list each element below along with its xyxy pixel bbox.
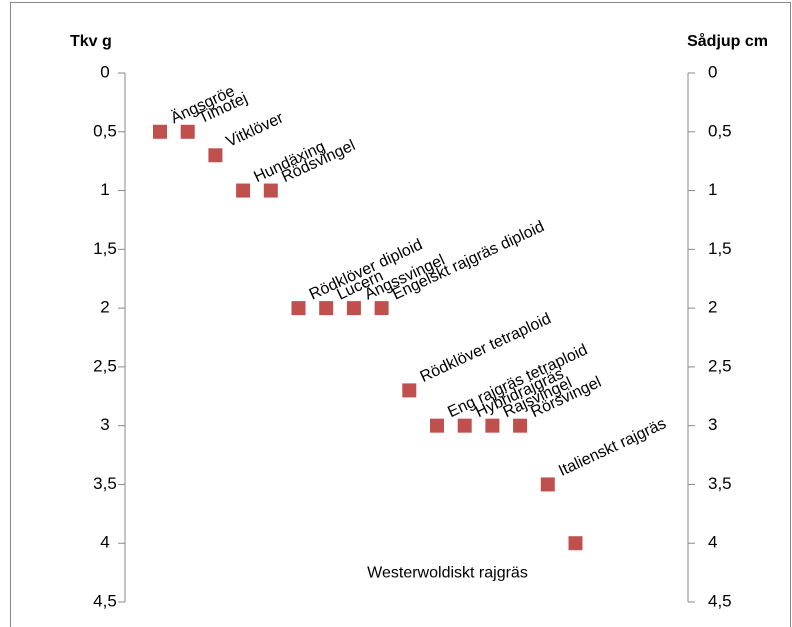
marker [540,477,555,492]
marker [513,418,528,433]
y2-tick-label: 0,5 [708,121,732,140]
y-tick-label: 4,5 [93,591,117,610]
y-tick-label: 2 [100,298,109,317]
marker [374,301,389,316]
marker [153,124,167,139]
chart-border [10,2,791,627]
marker [430,418,444,433]
y2-axis-title: Sådjup cm [687,32,768,50]
y-axis-title: Tkv g [70,33,112,50]
y2-tick-label: 1 [708,180,717,199]
marker [291,301,306,316]
y2-tick-label: 0 [708,62,717,81]
marker [346,301,361,316]
y2-tick-label: 2 [708,298,717,317]
y2-tick-label: 3 [708,415,717,434]
marker [457,418,472,433]
y-tick-label: 0,5 [93,121,117,140]
marker [208,148,223,163]
y-tick-label: 4 [100,533,109,552]
marker [402,383,417,398]
marker [568,536,583,551]
y2-tick-label: 4 [708,533,717,552]
y-tick-label: 0 [100,62,109,81]
y2-tick-label: 1,5 [708,239,732,258]
y-tick-label: 2,5 [93,356,117,375]
y-tick-label: 1 [100,180,109,199]
marker [180,124,195,139]
marker [263,183,278,198]
point-label: Westerwoldiskt rajgräs [367,564,528,581]
y-tick-label: 3 [100,415,109,434]
y2-tick-label: 4,5 [708,591,732,610]
y2-tick-label: 3,5 [708,474,732,493]
point-label: Vitklöver [224,109,287,151]
marker [236,183,251,198]
y-tick-label: 3,5 [93,474,117,493]
point-label: Engelskt rajgräs diploid [390,218,547,303]
y-tick-label: 1,5 [93,239,117,258]
marker [319,301,334,316]
y2-tick-label: 2,5 [708,356,732,375]
point-label: Italienskt rajgräs [556,415,669,480]
marker [485,418,500,433]
